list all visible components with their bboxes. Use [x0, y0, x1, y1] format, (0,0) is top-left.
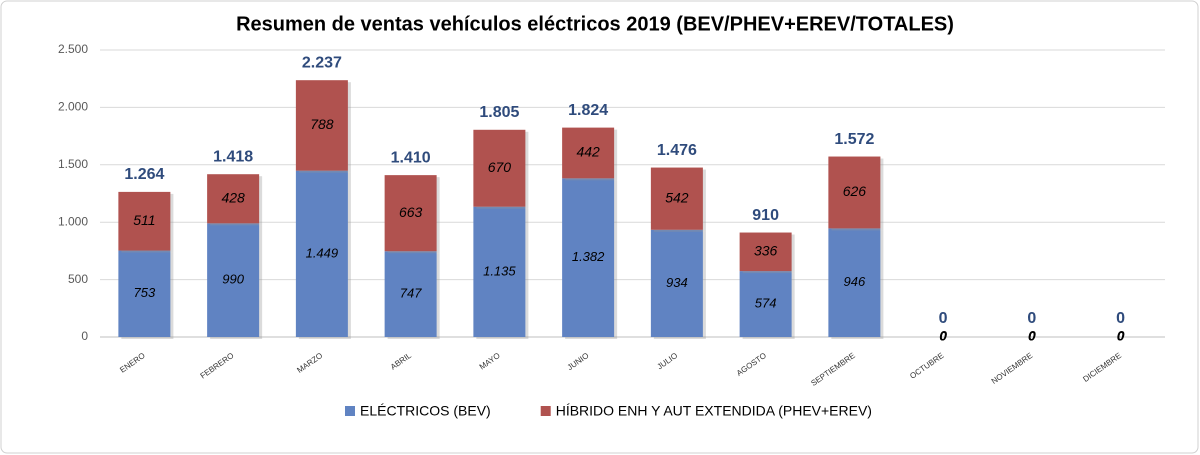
value-label: 0 [940, 328, 948, 343]
total-label: 2.237 [302, 54, 342, 71]
legend-label: HÍBRIDO ENH Y AUT EXTENDIDA (PHEV+EREV) [556, 403, 872, 419]
bar-segment [118, 191, 171, 251]
y-tick-label: 1.500 [58, 157, 88, 171]
value-label: 670 [488, 159, 512, 175]
value-label: 0 [1028, 328, 1036, 343]
bar-segment [384, 175, 437, 252]
legend-label: ELÉCTRICOS (BEV) [360, 403, 491, 419]
total-label: 0 [1116, 310, 1125, 327]
total-label: 1.805 [479, 104, 519, 121]
value-label: 542 [665, 189, 689, 205]
y-tick-label: 2.000 [58, 100, 88, 114]
value-label: 934 [666, 275, 688, 290]
y-tick-label: 500 [68, 272, 88, 286]
total-label: 1.418 [213, 148, 253, 165]
value-label: 1.135 [483, 263, 516, 278]
bar-segment [562, 127, 615, 179]
value-label: 0 [939, 328, 947, 344]
bar-segment [384, 251, 437, 337]
bar-segment [828, 228, 881, 337]
value-label: 990 [222, 272, 244, 287]
bar-segment [118, 250, 171, 337]
value-label: 336 [754, 243, 778, 259]
value-label: 747 [400, 286, 422, 301]
bar-segment [473, 129, 526, 207]
value-label: 574 [755, 295, 777, 310]
bar-segment [473, 206, 526, 337]
legend-swatch [540, 406, 551, 416]
bar-segment [650, 167, 703, 230]
total-label: 1.476 [657, 142, 697, 159]
bar-segment [828, 156, 881, 229]
value-label: 663 [399, 204, 423, 220]
value-label: 1.449 [306, 245, 339, 260]
bar-segment [207, 174, 260, 224]
total-label: 1.572 [834, 131, 874, 148]
value-label: 0 [1117, 328, 1125, 344]
value-label: 788 [310, 116, 334, 132]
bar-segment [739, 232, 792, 272]
value-label: 0 [1028, 328, 1036, 344]
total-label: 0 [1027, 310, 1036, 327]
bar-segment [739, 271, 792, 337]
legend-swatch [345, 406, 355, 416]
total-label: 1.264 [124, 166, 164, 183]
value-label: 753 [134, 285, 156, 300]
total-label: 1.824 [568, 102, 608, 119]
value-label: 946 [844, 274, 866, 289]
y-tick-label: 1.000 [58, 214, 88, 228]
bar-segment [650, 229, 703, 337]
bar-segment [295, 80, 348, 171]
chart-title: Resumen de ventas vehículos eléctricos 2… [236, 13, 954, 35]
bar-segment [295, 170, 348, 337]
value-label: 511 [133, 212, 155, 228]
value-label: 1.382 [572, 249, 605, 264]
y-tick-label: 2.500 [58, 42, 88, 56]
total-label: 0 [939, 310, 948, 327]
bar-segment [562, 178, 615, 337]
value-label: 442 [576, 144, 600, 160]
total-label: 910 [752, 207, 779, 224]
value-label: 428 [221, 189, 245, 205]
y-tick-label: 0 [81, 329, 88, 343]
value-label: 626 [843, 183, 867, 199]
value-label: 0 [1117, 328, 1125, 343]
total-label: 1.410 [391, 149, 431, 166]
bar-segment [207, 223, 260, 337]
